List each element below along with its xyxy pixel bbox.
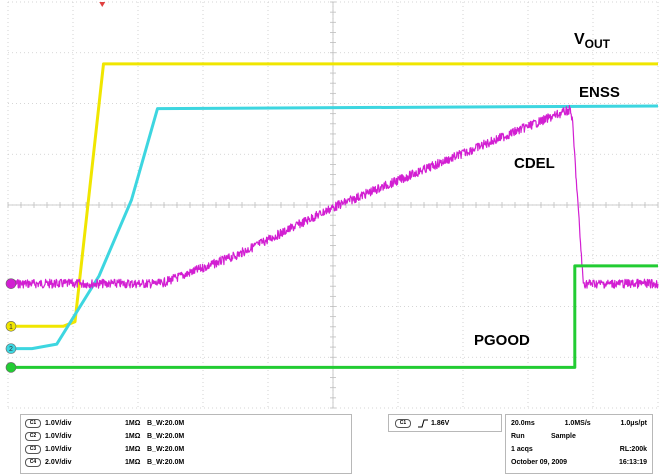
channel-bandwidth: B_W:20.0M bbox=[147, 432, 185, 440]
acquisition-row: October 09, 2009 16:13:19 bbox=[511, 456, 647, 468]
channel-row[interactable]: C3 1.0V/div 1MΩ B_W:20.0M bbox=[25, 443, 345, 455]
trace-layer bbox=[7, 62, 659, 369]
capture-date: October 09, 2009 bbox=[511, 458, 568, 466]
rising-edge-icon bbox=[418, 419, 428, 427]
enss-channel-marker-label: 2 bbox=[9, 346, 13, 353]
oscilloscope-plot: 12 VOUT ENSS CDEL PGOOD bbox=[5, 1, 659, 409]
acquisition-panel: 20.0ms 1.0MS/s 1.0μs/pt Run Sample 1 acq… bbox=[505, 414, 653, 474]
trigger-level: 1.86V bbox=[431, 419, 450, 427]
acquisition-count: 1 acqs bbox=[511, 445, 533, 453]
channel-badge: C4 bbox=[25, 457, 41, 467]
cdel-channel-marker[interactable] bbox=[5, 278, 17, 289]
channel-scale: 1.0V/div bbox=[45, 419, 72, 427]
acquisition-mode: Sample bbox=[551, 432, 576, 440]
channel-impedance: 1MΩ bbox=[125, 458, 141, 466]
channel-scale: 1.0V/div bbox=[45, 445, 72, 453]
pgood-channel-marker[interactable] bbox=[5, 362, 17, 373]
trigger-position-marker[interactable] bbox=[99, 2, 106, 7]
status-bar: C1 1.0V/div 1MΩ B_W:20.0M C2 1.0V/div 1M… bbox=[0, 410, 661, 474]
pgood-trace bbox=[8, 264, 658, 369]
channel-scale: 1.0V/div bbox=[45, 432, 72, 440]
channel-impedance: 1MΩ bbox=[125, 445, 141, 453]
vout-channel-marker[interactable] bbox=[5, 320, 17, 332]
channel-scale: 2.0V/div bbox=[45, 458, 72, 466]
enss-trace bbox=[8, 104, 659, 351]
enss-label: ENSS bbox=[579, 84, 620, 101]
channel-settings-panel: C1 1.0V/div 1MΩ B_W:20.0M C2 1.0V/div 1M… bbox=[20, 414, 352, 474]
run-state: Run bbox=[511, 432, 525, 440]
sample-rate: 1.0MS/s bbox=[564, 419, 591, 427]
capture-time: 16:13:19 bbox=[618, 458, 647, 466]
channel-row[interactable]: C1 1.0V/div 1MΩ B_W:20.0M bbox=[25, 417, 345, 429]
cdel-label: CDEL bbox=[514, 155, 555, 172]
cdel-trace bbox=[7, 104, 659, 289]
acquisition-row: Run Sample bbox=[511, 430, 647, 442]
trigger-channel-badge: C1 bbox=[395, 418, 411, 428]
pgood-label: PGOOD bbox=[474, 332, 530, 349]
timebase: 20.0ms bbox=[511, 419, 535, 427]
enss-channel-marker[interactable] bbox=[5, 343, 17, 354]
channel-row[interactable]: C2 1.0V/div 1MΩ B_W:20.0M bbox=[25, 430, 345, 442]
channel-bandwidth: B_W:20.0M bbox=[147, 445, 185, 453]
channel-impedance: 1MΩ bbox=[125, 432, 141, 440]
channel-badge: C2 bbox=[25, 431, 41, 441]
vout-label: VOUT bbox=[574, 31, 611, 51]
channel-badge: C3 bbox=[25, 444, 41, 454]
channel-bandwidth: B_W:20.0M bbox=[147, 419, 185, 427]
vout-channel-marker-label: 1 bbox=[9, 324, 13, 331]
channel-markers: 12 bbox=[5, 2, 106, 373]
channel-badge: C1 bbox=[25, 418, 41, 428]
point-resolution: 1.0μs/pt bbox=[620, 419, 647, 427]
acquisition-row: 20.0ms 1.0MS/s 1.0μs/pt bbox=[511, 417, 647, 429]
channel-impedance: 1MΩ bbox=[125, 419, 141, 427]
trigger-panel[interactable]: C1 1.86V bbox=[388, 414, 502, 432]
vout-trace bbox=[8, 62, 658, 328]
record-length: RL:200k bbox=[619, 445, 647, 453]
acquisition-row: 1 acqs RL:200k bbox=[511, 443, 647, 455]
channel-row[interactable]: C4 2.0V/div 1MΩ B_W:20.0M bbox=[25, 456, 345, 468]
channel-bandwidth: B_W:20.0M bbox=[147, 458, 185, 466]
